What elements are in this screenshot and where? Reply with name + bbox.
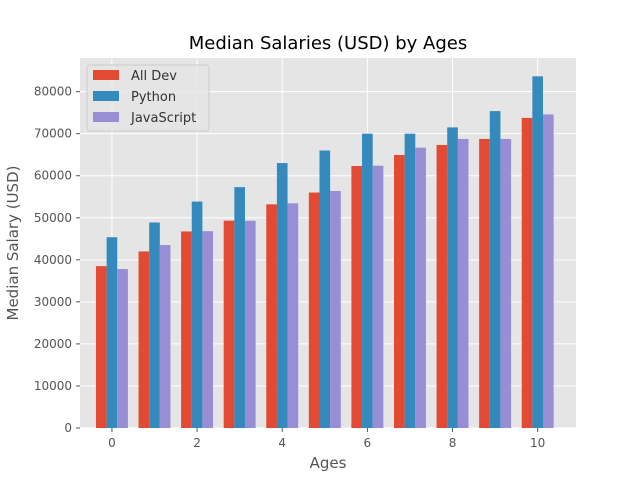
x-tick-label: 2 (193, 436, 201, 450)
legend-swatch-python (93, 91, 119, 101)
bar-python (447, 127, 458, 428)
bar-javascript (159, 245, 171, 428)
x-tick-label: 0 (108, 436, 116, 450)
x-tick-label: 8 (449, 436, 457, 450)
bar-python (149, 222, 160, 428)
y-tick-label: 70000 (34, 127, 72, 141)
bar-python (489, 111, 501, 429)
bar-all-dev (223, 220, 235, 428)
bar-python (106, 237, 118, 428)
bar-javascript (372, 165, 384, 429)
bar-all-dev (436, 144, 448, 428)
legend: All Dev Python JavaScript (86, 64, 210, 132)
bar-all-dev (95, 266, 107, 428)
y-tick-label: 50000 (34, 211, 72, 225)
bar-python (532, 76, 544, 428)
bar-all-dev (266, 204, 277, 428)
bar-all-dev (138, 251, 150, 428)
y-axis-ticks: 0 10000 20000 30000 40000 50000 60000 70000 8000… (34, 85, 80, 435)
bar-javascript (202, 231, 214, 428)
y-tick-label: 80000 (34, 85, 72, 99)
bar-python (404, 133, 416, 428)
bar-javascript (543, 114, 554, 428)
bar-all-dev (308, 192, 320, 428)
legend-label-javascript: JavaScript (130, 111, 196, 126)
x-tick-label: 6 (364, 436, 372, 450)
x-tick-label: 10 (530, 436, 545, 450)
bar-javascript (330, 190, 341, 428)
legend-swatch-javascript (93, 112, 119, 122)
bar-groups (95, 76, 554, 429)
bar-python (319, 150, 331, 428)
chart-title: Median Salaries (USD) by Ages (189, 33, 467, 54)
bar-python (362, 133, 373, 429)
y-tick-label: 0 (64, 421, 72, 435)
x-tick-label: 4 (278, 436, 286, 450)
bar-python (276, 163, 288, 428)
legend-label-python: Python (131, 90, 176, 105)
bar-javascript (287, 203, 299, 428)
legend-label-all-dev: All Dev (131, 69, 177, 84)
bar-javascript (415, 147, 426, 428)
bar-all-dev (351, 165, 363, 428)
y-tick-label: 40000 (34, 253, 72, 267)
legend-swatch-all-dev (93, 70, 119, 80)
y-tick-label: 60000 (34, 169, 72, 183)
bar-javascript (244, 220, 256, 428)
bar-javascript (117, 269, 128, 428)
x-axis-label: Ages (310, 454, 347, 472)
bar-all-dev (393, 155, 405, 429)
y-tick-label: 20000 (34, 337, 72, 351)
bar-all-dev (479, 138, 490, 428)
bar-all-dev (521, 117, 533, 428)
bar-javascript (457, 138, 469, 428)
bar-all-dev (181, 231, 192, 428)
bar-javascript (500, 138, 512, 428)
bar-python (234, 187, 245, 428)
y-axis-label: Median Salary (USD) (4, 166, 22, 321)
bar-python (191, 201, 203, 428)
x-axis-ticks: 0 2 4 6 8 10 (108, 428, 545, 450)
y-tick-label: 30000 (34, 295, 72, 309)
y-tick-label: 10000 (34, 379, 72, 393)
